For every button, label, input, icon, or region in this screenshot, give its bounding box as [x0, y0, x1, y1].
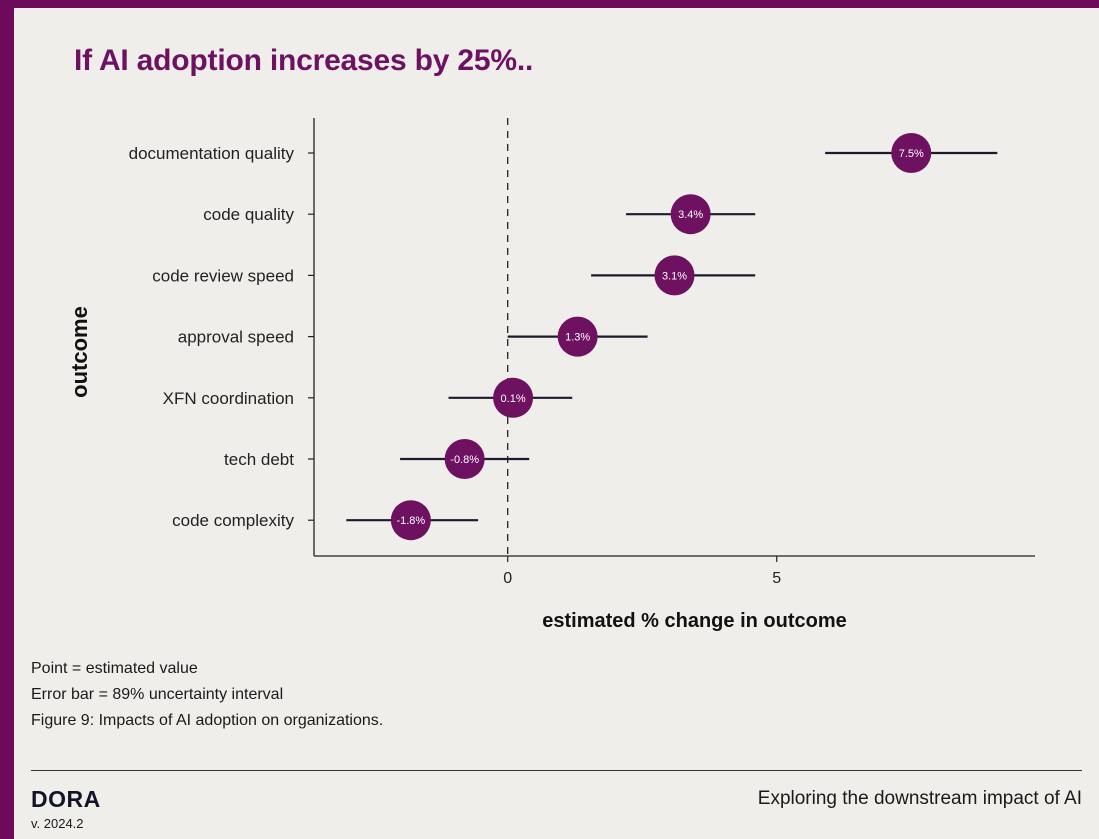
category-label: XFN coordination [163, 389, 294, 408]
figure-caption: Figure 9: Impacts of AI adoption on orga… [31, 712, 384, 729]
category-label: code quality [203, 205, 294, 224]
x-tick-label: 5 [772, 570, 781, 587]
note-error-bar: Error bar = 89% uncertainty interval [31, 686, 284, 703]
estimate-point [557, 316, 598, 357]
category-label: code review speed [152, 266, 294, 285]
data-label: -0.8% [450, 454, 479, 466]
estimate-point [493, 377, 534, 418]
data-label: 3.1% [662, 270, 687, 282]
x-axis-label: estimated % change in outcome [542, 610, 847, 632]
data-label: -1.8% [396, 515, 425, 527]
footer-caption: Exploring the downstream impact of AI [757, 788, 1082, 809]
estimate-point [390, 500, 431, 541]
figure-notes: Point = estimated value Error bar = 89% … [31, 656, 383, 734]
data-label: 7.5% [899, 148, 924, 160]
page-title: If AI adoption increases by 25%.. [74, 44, 534, 77]
category-label: tech debt [224, 450, 294, 469]
y-axis-label: outcome [67, 306, 92, 398]
x-tick-label: 0 [503, 570, 512, 587]
category-label: approval speed [178, 328, 294, 347]
version-label: v. 2024.2 [31, 816, 84, 831]
footer-divider [31, 770, 1082, 771]
data-label: 0.1% [501, 393, 526, 405]
brand-logo: DORA [31, 786, 101, 812]
estimate-point [654, 255, 695, 296]
data-label: 3.4% [678, 209, 703, 221]
forest-plot: 0 5 estimated % change in outcome outcome do… [67, 118, 1035, 632]
data-label: 1.3% [565, 332, 590, 344]
estimate-point [891, 133, 932, 173]
estimate-point [444, 439, 485, 479]
category-label: documentation quality [129, 144, 295, 163]
note-point: Point = estimated value [31, 660, 198, 677]
estimate-point [670, 194, 711, 235]
category-label: code complexity [172, 511, 294, 530]
report-page: If AI adoption increases by 25%.. 0 5 esti… [14, 8, 1099, 839]
